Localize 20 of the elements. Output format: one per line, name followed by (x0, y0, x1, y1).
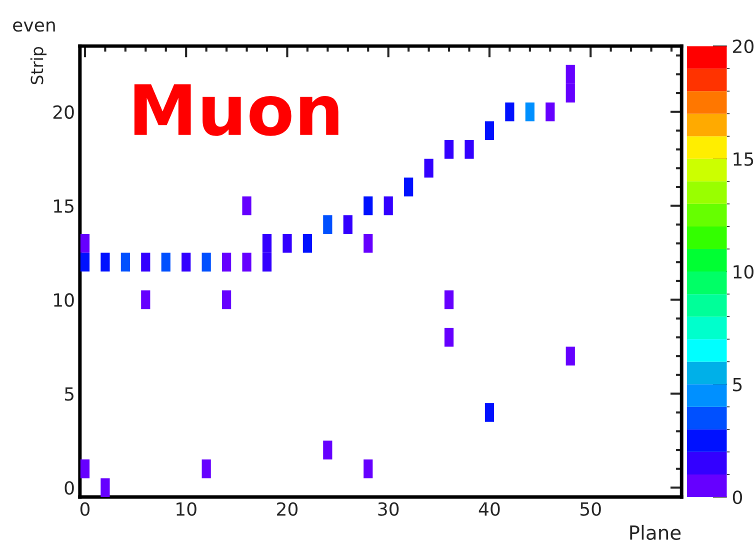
y-tick-label: 10 (54, 293, 74, 307)
color-bar-label: 0 (732, 490, 742, 504)
y-tick-label: 15 (54, 199, 74, 213)
x-tick-label: 0 (80, 502, 90, 516)
y-tick-label: 20 (53, 105, 74, 119)
x-axis-title: Plane (630, 524, 681, 540)
y-tick-label: 5 (64, 387, 74, 401)
x-tick-label: 20 (277, 502, 298, 516)
color-bar-label: 10 (734, 265, 754, 279)
x-tick-label: 40 (478, 502, 500, 516)
y-tick-label: 0 (64, 481, 74, 495)
y-axis-title: Strip (30, 46, 47, 84)
color-bar-label: 20 (733, 40, 754, 54)
chart-title: even (13, 21, 55, 32)
color-bar-label: 15 (734, 152, 754, 166)
x-tick-label: 30 (378, 502, 399, 516)
annotation: Muon (134, 84, 338, 136)
x-tick-label: 10 (176, 502, 196, 516)
x-tick-label: 50 (580, 502, 601, 516)
color-bar-label: 5 (733, 378, 742, 392)
